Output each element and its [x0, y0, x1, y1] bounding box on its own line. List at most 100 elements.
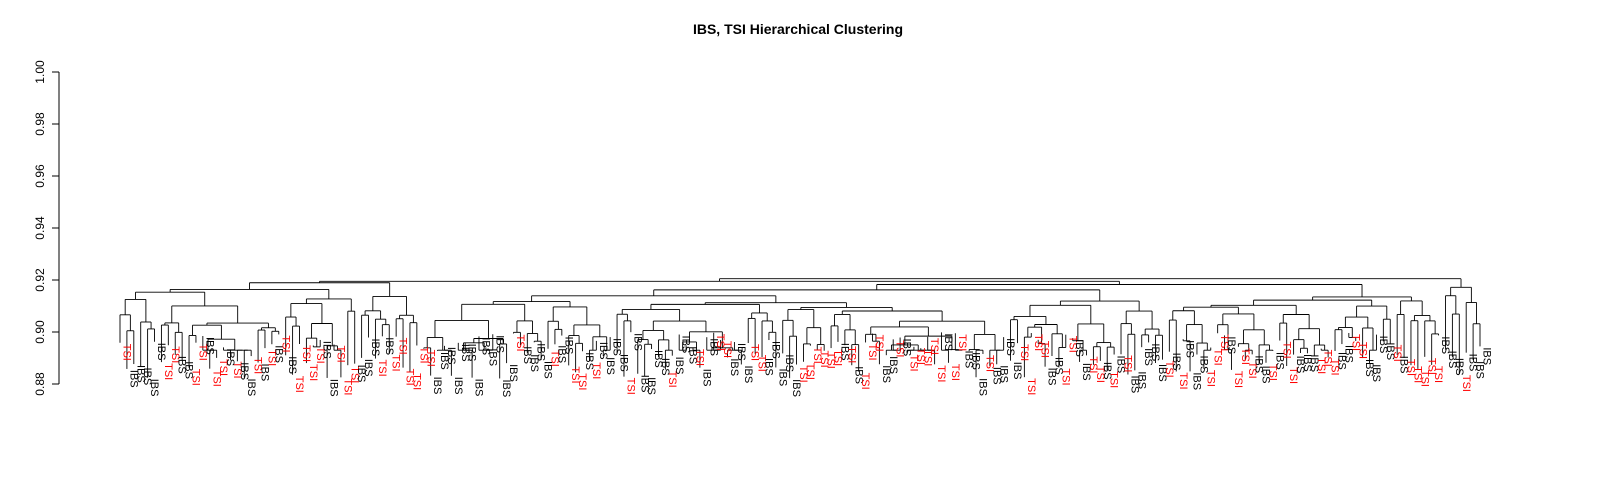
leaf-label-ibs: IBS [942, 333, 954, 351]
leaf-label-tsi: TSI [196, 344, 208, 361]
leaf-label-tsi: TSI [348, 366, 360, 383]
leaf-label-ibs: IBS [1046, 368, 1058, 386]
leaf-label-ibs: IBS [790, 379, 802, 397]
leaf-label-ibs: IBS [555, 345, 567, 363]
leaf-label-tsi: TSI [1418, 370, 1430, 387]
leaf-label-ibs: IBS [838, 343, 850, 361]
leaf-label-ibs: IBS [783, 354, 795, 372]
y-tick-label: 0.96 [33, 164, 47, 188]
leaf-label-ibs: IBS [459, 344, 471, 362]
leaf-label-tsi: TSI [335, 346, 347, 363]
leaf-label-ibs: IBS [528, 354, 540, 372]
leaf-label-ibs: IBS [183, 361, 195, 379]
leaf-label-tsi: TSI [797, 366, 809, 383]
leaf-label-tsi: TSI [576, 373, 588, 390]
leaf-label-tsi: TSI [1411, 366, 1423, 383]
y-axis-ticks: 0.88 0.90 0.92 0.94 0.96 0.98 1.00 [33, 60, 59, 396]
leaf-label-tsi: TSI [252, 357, 264, 374]
leaf-label-tsi: TSI [804, 363, 816, 380]
leaf-label-ibs: IBS [1128, 376, 1140, 394]
leaf-label-ibs: IBS [1453, 358, 1465, 376]
leaf-label-tsi: TSI [1122, 355, 1134, 372]
leaf-label-tsi: TSI [1094, 366, 1106, 383]
leaf-label-ibs: IBS [583, 352, 595, 370]
y-tick-label: 0.90 [33, 320, 47, 344]
leaf-label-tsi: TSI [1329, 358, 1341, 375]
y-tick-label: 0.88 [33, 372, 47, 396]
leaf-label-ibs: IBS [445, 347, 457, 365]
leaf-label-ibs: IBS [1294, 356, 1306, 374]
leaf-label-ibs: IBS [1011, 362, 1023, 380]
leaf-label-ibs: IBS [493, 335, 505, 353]
leaf-label-tsi: TSI [1460, 375, 1472, 392]
leaf-label-tsi: TSI [217, 359, 229, 376]
leaf-label-tsi: TSI [749, 344, 761, 361]
leaf-label-ibs: IBS [245, 378, 257, 396]
leaf-label-tsi: TSI [1018, 344, 1030, 361]
leaf-label-ibs: IBS [1101, 362, 1113, 380]
leaf-label-ibs: IBS [1260, 366, 1272, 384]
leaf-label-ibs: IBS [1191, 372, 1203, 390]
leaf-label-tsi: TSI [390, 354, 402, 371]
leaf-label-ibs: IBS [1170, 353, 1182, 371]
leaf-label-ibs: IBS [887, 356, 899, 374]
leaf-label-ibs: IBS [328, 379, 340, 397]
leaf-label-tsi: TSI [569, 366, 581, 383]
leaf-label-tsi: TSI [514, 334, 526, 351]
leaf-label-tsi: TSI [169, 346, 181, 363]
leaf-label-ibs: IBS [997, 365, 1009, 383]
leaf-label-tsi: TSI [404, 369, 416, 386]
leaf-label-ibs: IBS [963, 351, 975, 369]
y-tick-label: 0.98 [33, 112, 47, 136]
leaf-label-tsi: TSI [397, 338, 409, 355]
leaf-label-ibs: IBS [452, 377, 464, 395]
leaf-label-tsi: TSI [1211, 349, 1223, 366]
leaf-label-tsi: TSI [845, 346, 857, 363]
leaf-label-ibs: IBS [659, 358, 671, 376]
leaf-label-ibs: IBS [1301, 354, 1313, 372]
leaf-label-ibs: IBS [355, 365, 367, 383]
leaf-label-tsi: TSI [1405, 359, 1417, 376]
y-tick-label: 1.00 [33, 60, 47, 84]
leaf-label-tsi: TSI [1108, 371, 1120, 388]
leaf-label-ibs: IBS [1080, 363, 1092, 381]
leaf-label-ibs: IBS [742, 365, 754, 383]
leaf-label-ibs: IBS [652, 350, 664, 368]
leaf-label-tsi: TSI [1059, 368, 1071, 385]
leaf-label-tsi: TSI [1025, 378, 1037, 395]
chart-title: IBS, TSI Hierarchical Clustering [693, 21, 903, 37]
leaf-label-tsi: TSI [859, 373, 871, 390]
leaf-label-tsi: TSI [714, 334, 726, 351]
leaf-label-tsi: TSI [341, 378, 353, 395]
leaf-label-tsi: TSI [293, 376, 305, 393]
leaf-label-tsi: TSI [1232, 371, 1244, 388]
leaf-label-tsi: TSI [935, 365, 947, 382]
leaf-label-tsi: TSI [693, 349, 705, 366]
leaf-label-ibs: IBS [521, 346, 533, 364]
leaf-label-tsi: TSI [825, 352, 837, 369]
leaf-label-tsi: TSI [866, 343, 878, 360]
leaf-label-ibs: IBS [155, 343, 167, 361]
leaf-label-tsi: TSI [873, 335, 885, 352]
leaf-label-ibs: IBS [486, 348, 498, 366]
leaf-label-ibs: IBS [611, 338, 623, 356]
leaf-label-tsi: TSI [983, 355, 995, 372]
leaf-label-tsi: TSI [949, 364, 961, 381]
leaf-label-ibs: IBS [1342, 345, 1354, 363]
leaf-label-ibs: IBS [224, 348, 236, 366]
leaf-label-ibs: IBS [141, 368, 153, 386]
leaf-label-ibs: IBS [1073, 339, 1085, 357]
leaf-label-ibs: IBS [1398, 356, 1410, 374]
leaf-label-ibs: IBS [990, 367, 1002, 385]
leaf-label-tsi: TSI [265, 349, 277, 366]
leaf-label-tsi: TSI [1246, 362, 1258, 379]
leaf-label-ibs: IBS [369, 338, 381, 356]
leaf-label-ibs: IBS [1439, 336, 1451, 354]
leaf-label-tsi: TSI [1287, 367, 1299, 384]
leaf-label-tsi: TSI [914, 348, 926, 365]
leaf-label-tsi: TSI [818, 351, 830, 368]
leaf-label-tsi: TSI [121, 344, 133, 361]
leaf-label-tsi: TSI [956, 334, 968, 351]
leaf-label-tsi: TSI [1204, 370, 1216, 387]
